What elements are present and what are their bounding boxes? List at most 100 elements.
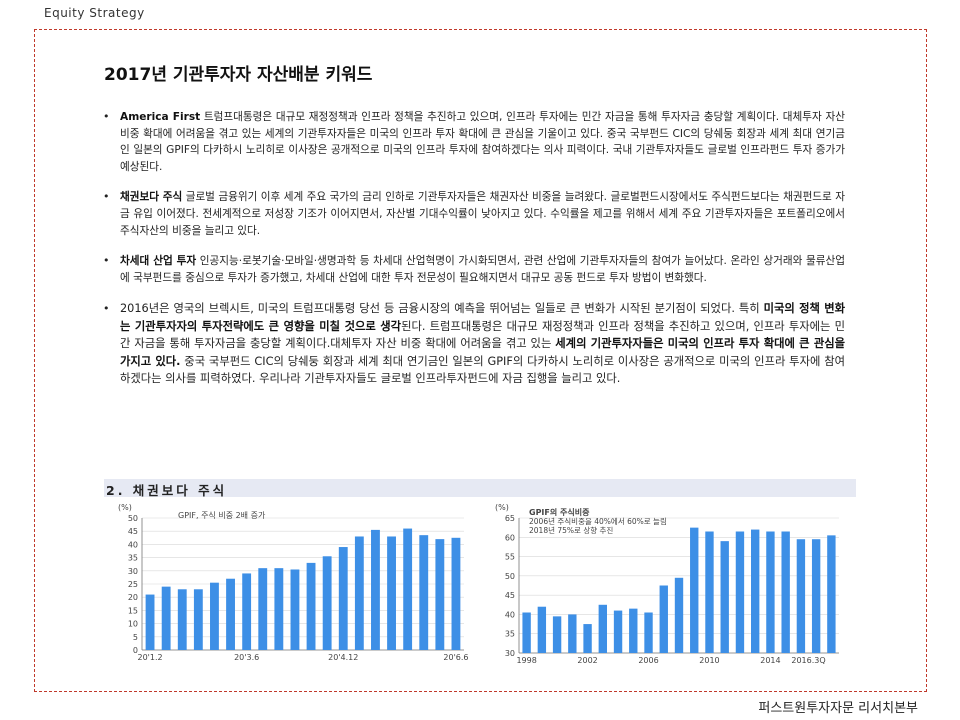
bullet-dot-icon: • — [103, 190, 110, 204]
chart-xtick-label: 2002 — [577, 656, 597, 665]
bullet-dot-icon: • — [103, 254, 110, 268]
chart-xtick-label: 20'4.12 — [328, 653, 358, 662]
chart-ytick-label: 55 — [505, 553, 515, 562]
chart-bar — [720, 541, 729, 653]
chart-ytick-label: 60 — [505, 533, 515, 542]
chart-bar — [210, 582, 219, 650]
chart-bar — [827, 535, 836, 653]
chart-xtick-label: 2010 — [699, 656, 719, 665]
chart-bar — [598, 604, 607, 653]
chart-bar — [322, 556, 332, 650]
bullet-emphasis: 미국의 정책 변화는 기관투자자의 투자전략에도 큰 영향을 미칠 것으로 생각 — [120, 302, 845, 333]
bullet-lead: 채권보다 주식 — [120, 191, 183, 204]
chart-ytick-label: 10 — [128, 620, 138, 629]
bullet-text: 된다. 트럼프대통령은 대규모 재정정책과 인프라 정책을 추진하고 있으며, … — [120, 319, 846, 351]
chart-bar — [735, 531, 745, 653]
chart-bar — [145, 594, 155, 650]
chart-bar — [451, 537, 461, 650]
bullet-text: 중국 국부펀드 CIC의 당쉐둥 회장과 세계 최대 연기금인 일본의 GPIF… — [120, 354, 845, 385]
chart-bar — [354, 536, 364, 650]
bullet-item: • 채권보다 주식 글로벌 금융위기 이후 세계 주요 국가의 금리 인하로 기… — [103, 189, 845, 239]
bullet-text: 2016년은 영국의 브렉시트, 미국의 트럼프대통령 당선 등 금융시장의 예… — [120, 302, 764, 316]
chart-bar — [258, 568, 268, 650]
content-frame — [34, 29, 927, 692]
chart-bar — [659, 585, 668, 653]
chart-ylabel: (%) — [495, 503, 509, 512]
chart-ytick-label: 35 — [128, 554, 138, 563]
bullet-emphasis: 세계의 기관투자자들은 미국의 인프라 투자 확대에 큰 관심을 가지고 있다. — [120, 337, 845, 368]
chart-bar — [796, 539, 806, 653]
chart-bar — [781, 531, 790, 653]
chart-ytick-label: 45 — [128, 527, 138, 536]
bullet-list: • America First 트럼프대통령은 대규모 재정정책과 인프라 정책… — [103, 109, 845, 401]
chart-bar — [419, 535, 429, 650]
chart-bar — [290, 569, 300, 650]
chart-bar — [644, 612, 653, 653]
chart-bar — [274, 568, 284, 650]
chart-bar — [811, 539, 821, 653]
chart-ylabel: (%) — [118, 503, 132, 512]
chart-bar — [766, 531, 775, 653]
chart-ytick-label: 0 — [133, 646, 138, 655]
bullet-text: 트럼프대통령은 대규모 재정정책과 인프라 정책을 추진하고 있으며, 인프라 … — [120, 111, 846, 173]
chart-bar — [629, 608, 638, 653]
bullet-item: • 2016년은 영국의 브렉시트, 미국의 트럼프대통령 당선 등 금융시장의… — [103, 300, 845, 387]
chart-bar — [387, 536, 396, 650]
chart-bar — [613, 610, 623, 653]
chart-ytick-label: 50 — [505, 572, 515, 581]
footer-organization: 퍼스트원투자자문 리서치본부 — [758, 701, 918, 716]
chart-title: GPIF, 주식 비중 2배 증가 — [178, 511, 266, 520]
chart-ytick-label: 50 — [128, 514, 138, 523]
chart-bar — [583, 624, 592, 653]
bullet-text: 인공지능·로봇기술·모바일·생명과학 등 차세대 산업혁명이 가시화되면서, 관… — [120, 255, 845, 284]
bullet-lead: America First — [120, 111, 201, 123]
bullet-dot-icon: • — [103, 110, 110, 123]
page-title: 2017년 기관투자자 자산배분 키워드 — [104, 65, 373, 85]
chart-subtitle: 2018년 75%로 상향 추진 — [529, 525, 613, 535]
chart-bar — [403, 528, 413, 650]
chart-ytick-label: 30 — [128, 567, 138, 576]
chart-bar — [552, 616, 562, 653]
chart-gpif-equity-share: (%) 0 5 10 15 20 25 30 35 40 45 50 20'1.2 20'3.6 20'4.… — [110, 502, 470, 664]
chart-gpif-equity-weight: (%) 30 35 40 45 50 55 60 65 1998 2002 2006 2010 2014 2… — [495, 503, 857, 665]
bullet-dot-icon: • — [103, 302, 110, 316]
chart-ytick-label: 65 — [505, 514, 515, 523]
chart-bar — [705, 531, 714, 653]
chart-bar — [177, 589, 187, 650]
chart-ytick-label: 40 — [128, 540, 138, 549]
chart-bar — [371, 529, 380, 650]
chart-bar — [306, 562, 316, 650]
chart-title: GPIF의 주식비중 — [529, 507, 590, 517]
chart-ytick-label: 5 — [133, 633, 138, 642]
section-title: 2. 채권보다 주식 — [106, 483, 228, 498]
chart-bar — [161, 586, 171, 650]
chart-ytick-label: 25 — [128, 580, 138, 589]
chart-bar — [435, 539, 445, 650]
chart-bar — [751, 529, 760, 653]
chart-bar — [568, 614, 577, 653]
chart-bar — [674, 577, 684, 653]
header-tag: Equity Strategy — [44, 6, 145, 20]
chart-xtick-label: 2006 — [638, 656, 658, 665]
chart-ytick-label: 45 — [505, 591, 515, 600]
chart-xtick-label: 20'1.2 — [137, 653, 162, 662]
section-header: 2. 채권보다 주식 — [104, 479, 856, 498]
bullet-item: • America First 트럼프대통령은 대규모 재정정책과 인프라 정책… — [103, 109, 845, 175]
chart-bar — [522, 612, 531, 653]
chart-bar — [226, 578, 235, 650]
chart-xtick-label: 20'3.6 — [234, 653, 259, 662]
chart-bar — [338, 547, 348, 650]
chart-bar — [690, 527, 699, 653]
chart-bar — [193, 589, 203, 650]
chart-xtick-label: 1998 — [516, 656, 536, 665]
chart-1-svg: (%) 30 35 40 45 50 55 60 65 1998 2002 2006 2010 2014 2… — [495, 503, 839, 665]
chart-ytick-label: 15 — [128, 606, 138, 615]
bullet-text: 글로벌 금융위기 이후 세계 주요 국가의 금리 인하로 기관투자자들은 채권자… — [120, 191, 845, 237]
chart-xtick-label: 2014 — [760, 656, 780, 665]
bullet-lead: 차세대 산업 투자 — [120, 255, 197, 268]
chart-bar — [537, 606, 547, 653]
chart-ytick-label: 30 — [505, 649, 515, 658]
chart-bar — [242, 573, 252, 650]
chart-0-svg: (%) 0 5 10 15 20 25 30 35 40 45 50 20'1.2 20'3.6 20'4.… — [118, 503, 469, 662]
chart-ytick-label: 40 — [505, 610, 515, 619]
